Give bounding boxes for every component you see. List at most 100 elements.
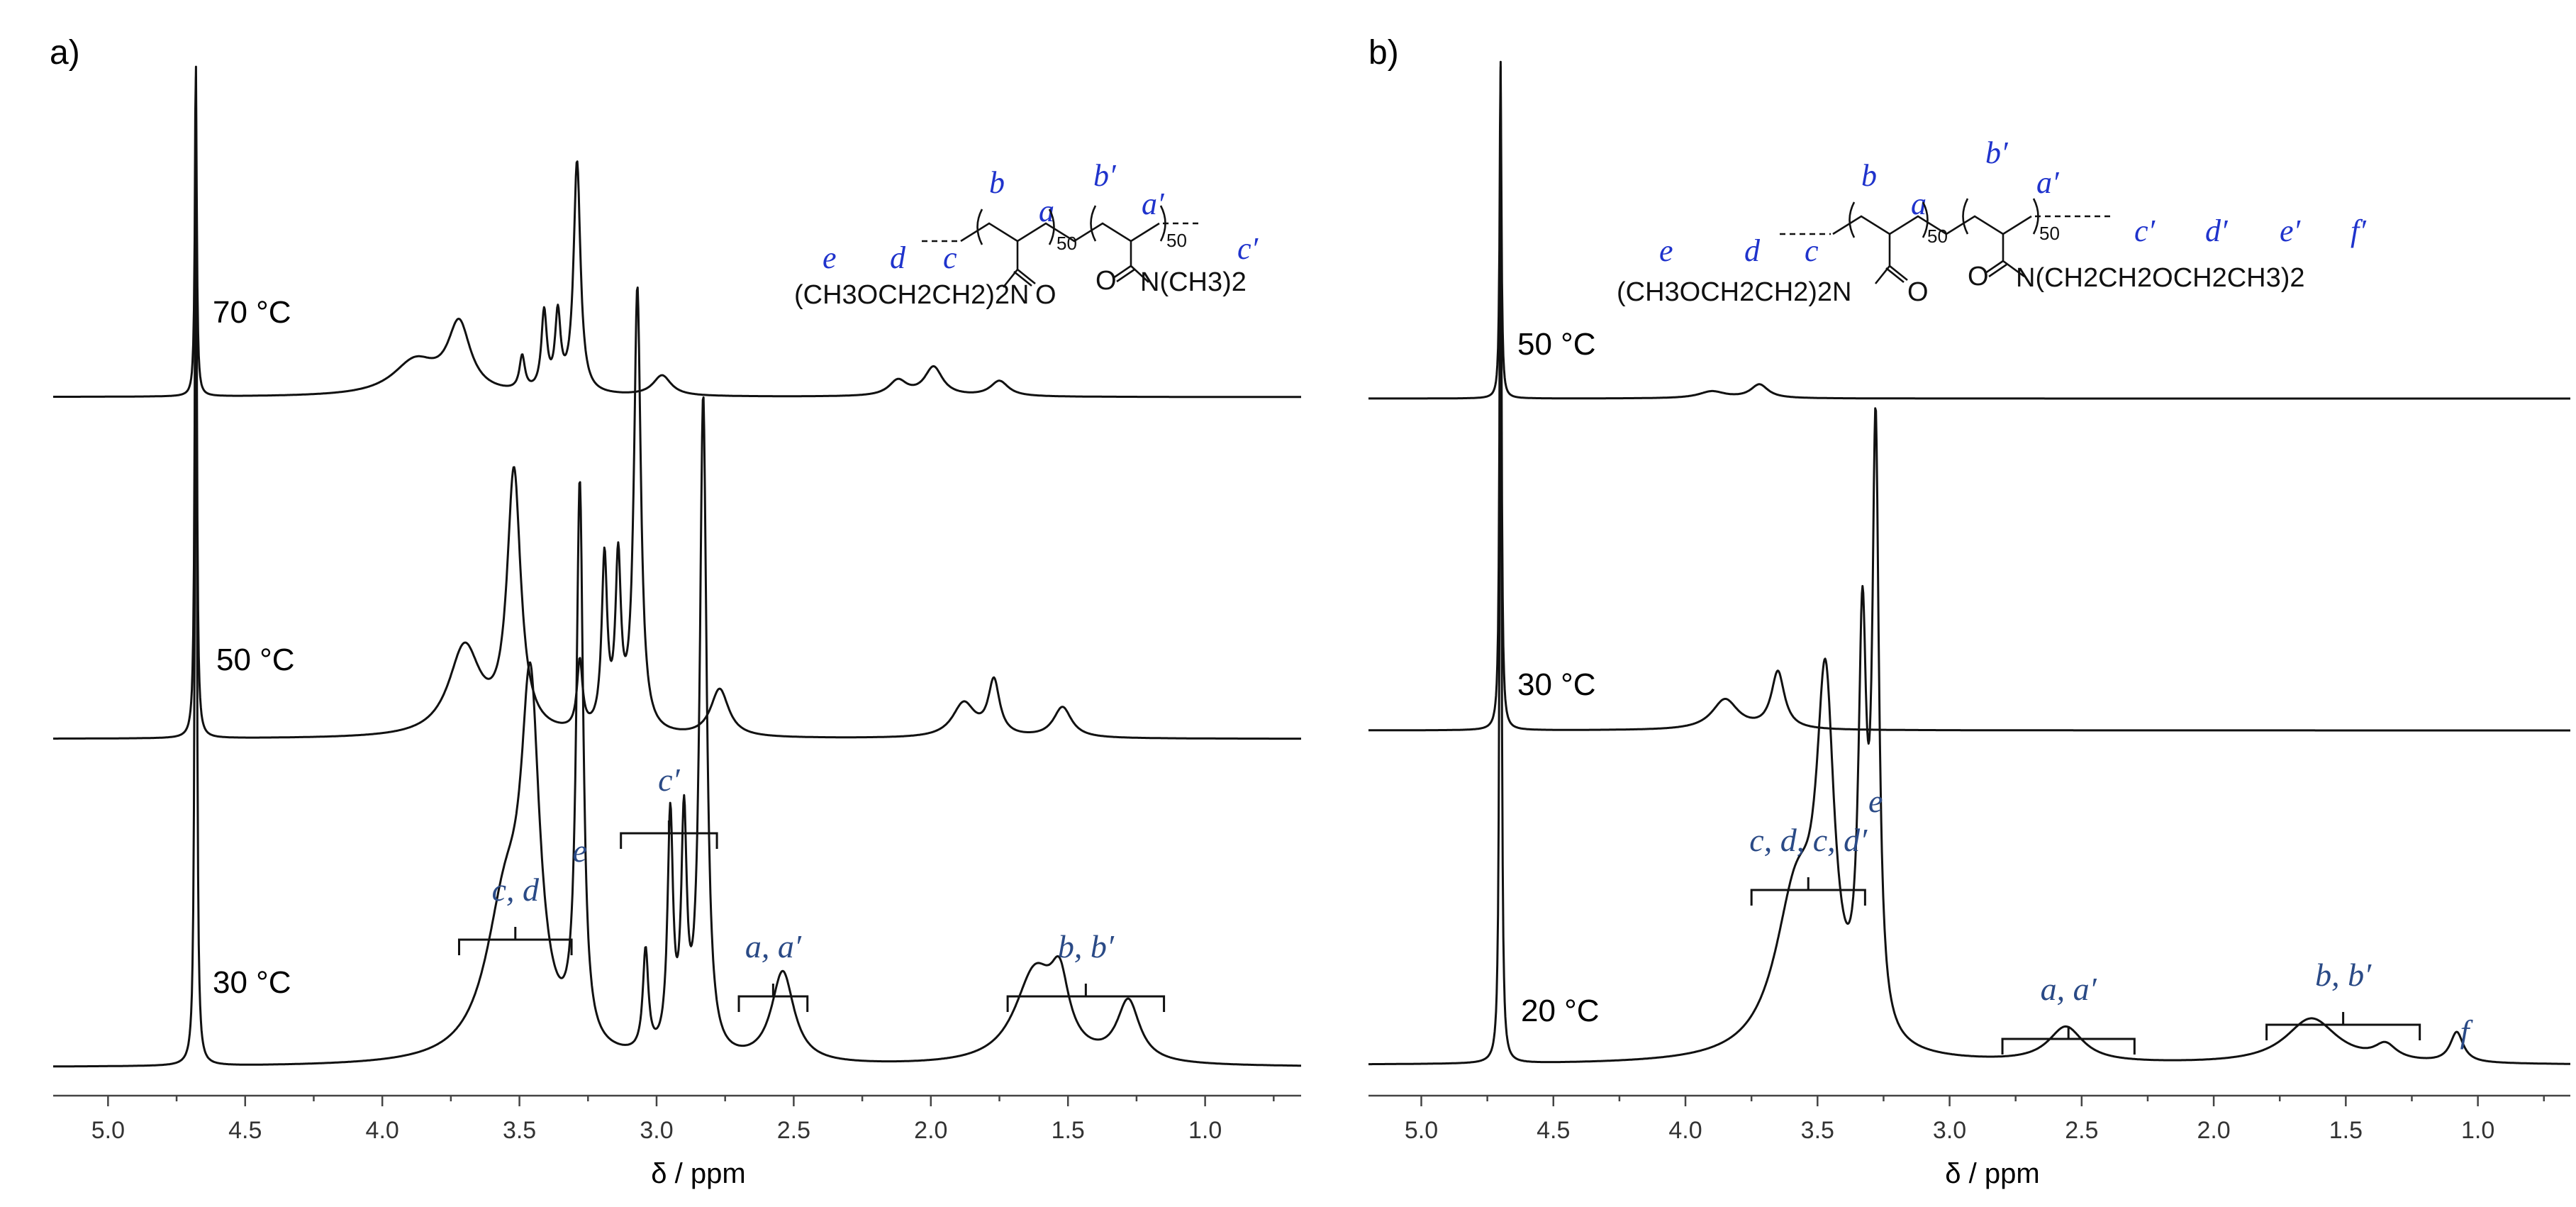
x-tick-label-b-2: 4.0: [1668, 1117, 1702, 1144]
struct-b-label-a: a: [1911, 187, 1927, 221]
panel-a: a) 70 °C 50 °C 30 °C c, d e c′ a, a′ b, …: [50, 34, 1302, 1189]
struct-a-co-1b: [1013, 270, 1032, 287]
struct-b-o-2: O: [1968, 262, 1989, 291]
struct-b-label-a-prime: a′: [2036, 165, 2060, 200]
struct-b-paren-2r: [2032, 198, 2039, 235]
struct-a-right-group: N(CH3)2: [1140, 267, 1247, 297]
struct-b-label-d: d: [1744, 233, 1761, 268]
struct-b-co-2: [1985, 260, 2004, 274]
annotation-e-b: e: [1868, 783, 1883, 819]
bracket-b-b-prime-b: [2265, 1012, 2421, 1040]
struct-a-label-e: e: [823, 240, 837, 275]
bracket-cd: [457, 927, 573, 955]
x-tick-label-a-8: 1.0: [1188, 1117, 1222, 1144]
struct-b-label-b-prime: b′: [1985, 135, 2009, 170]
panel-label-b: b): [1368, 34, 1399, 72]
x-tick-label-b-3: 3.5: [1801, 1117, 1834, 1144]
temp-label-a-70: 70 °C: [213, 295, 291, 330]
annotations-b: c, d, c, d′ e a, a′ b, b′ f: [1749, 783, 2474, 1055]
bracket-c-prime: [620, 821, 718, 849]
struct-a-co-2b: [1116, 268, 1135, 283]
struct-a-label-a-prime: a′: [1142, 187, 1165, 221]
struct-a-repeat-1: 50: [1056, 233, 1077, 254]
struct-b-label-c-prime: c′: [2134, 213, 2156, 248]
struct-b-paren-1l: [1849, 201, 1856, 238]
struct-a-co-1: [1017, 268, 1036, 285]
bracket-a-a-prime: [737, 984, 809, 1012]
x-axis-label-b: δ / ppm: [1945, 1158, 2039, 1189]
annotation-e: e: [572, 833, 586, 869]
struct-b-co-1b: [1885, 267, 1905, 284]
struct-a-label-d: d: [890, 240, 906, 275]
spectrum-b-50: 50 °C: [1368, 60, 2571, 400]
x-tick-label-b-4: 3.0: [1933, 1117, 1966, 1144]
x-tick-label-b-7: 1.5: [2329, 1117, 2363, 1144]
spectrum-line-a-30: [52, 86, 1302, 1068]
temp-label-b-50: 50 °C: [1517, 327, 1596, 362]
spectrum-line-b-30: [1368, 65, 2571, 732]
annotation-cd: c, d: [492, 872, 540, 908]
struct-a-co-2: [1113, 265, 1132, 279]
struct-a-repeat-2: 50: [1166, 230, 1187, 251]
annotation-f: f: [2460, 1013, 2474, 1050]
annotation-a-a-prime-b: a, a′: [2041, 971, 2097, 1007]
temp-label-b-20: 20 °C: [1521, 994, 1600, 1028]
struct-b-backbone: [1832, 215, 2032, 235]
spectrum-a-70: 70 °C: [52, 65, 1302, 399]
spectrum-line-b-20: [1368, 69, 2571, 1066]
spectrum-line-b-50: [1368, 60, 2571, 400]
x-ticks-b: 5.0 4.5 4.0 3.5 3.0 2.5 2.0 1.5 1.0: [1405, 1096, 2545, 1144]
annotation-c-prime: c′: [658, 762, 680, 798]
x-tick-label-a-3: 3.5: [503, 1117, 536, 1144]
struct-b-label-c: c: [1805, 233, 1819, 268]
spectrum-line-a-50: [52, 76, 1302, 740]
struct-b-left-group: (CH3OCH2CH2)2N: [1617, 277, 1852, 307]
spectrum-b-20: 20 °C: [1368, 69, 2571, 1066]
struct-a-paren-1r: [1048, 208, 1055, 245]
struct-b-label-b: b: [1861, 158, 1877, 193]
struct-b-repeat-2: 50: [2039, 223, 2060, 244]
x-tick-label-b-8: 1.0: [2461, 1117, 2494, 1144]
struct-a-paren-2r: [1159, 205, 1166, 242]
struct-a-o-1: O: [1035, 280, 1056, 310]
x-tick-label-a-7: 1.5: [1052, 1117, 1085, 1144]
struct-b-label-e-prime: e′: [2280, 213, 2302, 248]
struct-a-label-b: b: [989, 165, 1005, 200]
spectrum-a-50: 50 °C: [52, 76, 1302, 740]
x-tick-label-b-1: 4.5: [1537, 1117, 1570, 1144]
x-tick-label-b-5: 2.5: [2065, 1117, 2098, 1144]
panel-b: b) 50 °C 30 °C 20 °C c, d, c, d′ e a, a′…: [1368, 34, 2571, 1189]
x-axis-label-a: δ / ppm: [651, 1158, 745, 1189]
struct-b-label-e: e: [1659, 233, 1673, 268]
temp-label-a-30: 30 °C: [213, 965, 291, 1000]
struct-a-paren-1l: [976, 208, 983, 245]
structure-a: b a b′ a′ e d c c′ 50 50 (CH3OCH2CH2)2N: [794, 158, 1259, 310]
struct-a-label-b-prime: b′: [1093, 158, 1117, 193]
struct-b-co-1: [1889, 265, 1908, 282]
annotation-b-b-prime: b, b′: [1058, 928, 1115, 964]
x-tick-label-a-1: 4.5: [228, 1117, 262, 1144]
struct-b-paren-1r: [1922, 201, 1929, 238]
temp-label-b-30: 30 °C: [1517, 667, 1596, 702]
annotation-a-a-prime: a, a′: [745, 928, 802, 964]
panel-label-a: a): [50, 34, 80, 72]
annotations-a: c, d e c′ a, a′ b, b′: [457, 762, 1166, 1012]
spectrum-b-30: 30 °C: [1368, 65, 2571, 732]
struct-b-paren-2l: [1962, 198, 1969, 235]
struct-a-paren-2l: [1090, 205, 1097, 242]
bracket-b-b-prime: [1006, 984, 1166, 1012]
struct-b-side-1: [1874, 234, 1891, 284]
x-axis-b: 5.0 4.5 4.0 3.5 3.0 2.5 2.0 1.5 1.0 δ / ppm: [1368, 1094, 2570, 1189]
x-tick-label-a-5: 2.5: [777, 1117, 810, 1144]
struct-b-o-1: O: [1907, 277, 1929, 307]
struct-a-label-a: a: [1039, 194, 1054, 228]
annotation-cd-cd-prime: c, d, c, d′: [1749, 822, 1868, 858]
x-ticks-a: 5.0 4.5 4.0 3.5 3.0 2.5 2.0 1.5 1.0: [91, 1096, 1275, 1144]
x-axis-a: 5.0 4.5 4.0 3.5 3.0 2.5 2.0 1.5 1.0 δ / ppm: [53, 1094, 1301, 1189]
annotation-b-b-prime-b: b, b′: [2315, 957, 2372, 993]
struct-b-label-d-prime: d′: [2205, 213, 2229, 248]
x-tick-label-b-0: 5.0: [1405, 1117, 1438, 1144]
struct-b-label-f-prime: f′: [2351, 213, 2367, 248]
struct-b-co-2b: [1988, 263, 2007, 278]
spectrum-line-a-70: [52, 65, 1302, 399]
